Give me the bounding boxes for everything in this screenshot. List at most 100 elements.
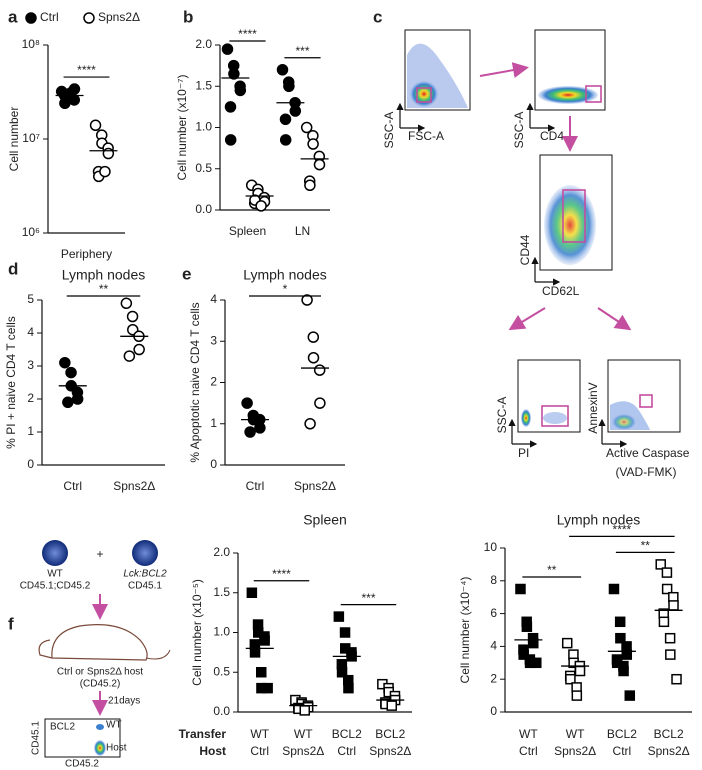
data-point xyxy=(224,134,237,146)
x-tick-label: WT xyxy=(566,727,585,741)
data-point xyxy=(99,165,111,178)
data-point xyxy=(528,637,539,649)
data-point xyxy=(59,97,71,110)
x-tick-label: Ctrl xyxy=(63,479,82,493)
data-point xyxy=(254,422,266,434)
data-point xyxy=(307,352,320,364)
chart-title: Spleen xyxy=(303,512,347,528)
data-point xyxy=(279,134,292,146)
data-point xyxy=(126,310,139,323)
y-tick-label: 10⁸ xyxy=(22,37,40,51)
data-point xyxy=(256,667,267,678)
y-tick-label: 1.5 xyxy=(195,78,212,92)
x-tick-label: WT xyxy=(250,727,269,741)
flow-plot xyxy=(44,718,121,758)
data-point xyxy=(386,700,397,711)
data-point xyxy=(262,682,273,694)
y-tick-label: 1 xyxy=(27,424,34,438)
donor-label: CD45.1;CD45.2 xyxy=(20,581,91,592)
sig-label: * xyxy=(283,282,288,296)
host-label: (CD45.2) xyxy=(80,679,121,690)
time-label: 21days xyxy=(108,696,140,707)
mouse xyxy=(38,624,148,661)
y-tick-label: 0 xyxy=(490,704,497,718)
data-point xyxy=(62,396,74,409)
y-tick-label: 0 xyxy=(27,457,34,471)
data-point xyxy=(228,68,240,80)
population-label: BCL2 xyxy=(50,722,75,733)
sig-label: ** xyxy=(641,539,651,553)
y-tick-label: 2.0 xyxy=(213,545,230,559)
data-point xyxy=(89,119,102,132)
y-tick-label: 0.0 xyxy=(195,202,212,216)
data-point xyxy=(71,393,84,405)
y-tick-label: 1.0 xyxy=(213,625,230,639)
x-tick-label: Ctrl xyxy=(246,479,265,493)
x-tick-label: Periphery xyxy=(61,247,112,261)
y-tick-label: 0.0 xyxy=(213,704,230,718)
panel-letter: a xyxy=(8,7,18,26)
flow-x-label: CD62L xyxy=(542,284,580,298)
x-tick-label: Spns2Δ xyxy=(113,479,155,493)
x-tick-label: Ctrl xyxy=(250,744,269,758)
y-axis-label: Cell number (x10⁻⁴) xyxy=(458,577,472,684)
data-point xyxy=(668,600,679,611)
data-point xyxy=(655,559,666,570)
mouse-tail xyxy=(145,649,171,660)
y-tick-label: 1.5 xyxy=(213,585,230,599)
data-point xyxy=(244,426,256,438)
data-point xyxy=(661,583,673,595)
data-point xyxy=(521,621,533,632)
x-tick-label: LN xyxy=(295,224,310,238)
y-tick-label: 0.5 xyxy=(213,664,230,678)
data-point xyxy=(615,632,626,644)
data-point xyxy=(565,673,576,685)
chart-title: Lymph nodes xyxy=(62,267,146,283)
y-axis-label: % Apoptotic naive CD4 T cells xyxy=(188,302,202,462)
flow-density xyxy=(410,81,438,107)
data-point xyxy=(224,101,237,113)
data-point xyxy=(608,583,620,595)
y-axis-label: Cell number (x10⁻⁵) xyxy=(190,579,204,686)
y-axis-label: Cell number (x10⁻⁷) xyxy=(175,74,189,180)
legend-label: Ctrl xyxy=(40,10,59,24)
flow-x-label: FSC-A xyxy=(408,129,444,143)
data-point xyxy=(289,105,302,117)
x-tick-label: Spns2Δ xyxy=(648,744,690,758)
y-tick-label: 2 xyxy=(27,391,34,405)
flow-density xyxy=(94,740,106,756)
y-tick-label: 2 xyxy=(210,375,217,389)
data-point xyxy=(234,84,247,97)
x-tick-label: Spns2Δ xyxy=(294,479,336,493)
data-point xyxy=(241,397,253,409)
y-tick-label: 10⁷ xyxy=(22,131,40,145)
flow-x-label: Active Caspase xyxy=(606,446,690,460)
gate xyxy=(639,394,653,408)
panel-letter: b xyxy=(183,7,193,26)
legend-marker xyxy=(83,12,95,24)
flow-density xyxy=(521,409,531,427)
x-tick-label: Spns2Δ xyxy=(554,744,596,758)
population-label: Host xyxy=(106,743,127,754)
data-point xyxy=(304,179,316,191)
y-tick-label: 6 xyxy=(490,606,497,620)
gate xyxy=(541,405,569,427)
data-point xyxy=(123,350,136,362)
data-point xyxy=(313,158,326,171)
data-point xyxy=(314,397,326,409)
sig-label: **** xyxy=(272,567,291,581)
legend-marker xyxy=(25,12,37,24)
y-tick-label: 0 xyxy=(210,457,217,471)
y-tick-label: 4 xyxy=(490,639,497,653)
x-tick-label: Ctrl xyxy=(337,744,356,758)
sig-label: *** xyxy=(361,591,375,605)
x-tick-label: WT xyxy=(294,727,313,741)
data-point xyxy=(133,343,145,356)
data-point xyxy=(120,297,133,310)
y-tick-label: 1 xyxy=(210,416,217,430)
row-name: Transfer xyxy=(179,727,227,741)
y-tick-label: 5 xyxy=(27,292,34,306)
data-point xyxy=(571,690,583,701)
y-tick-label: 10⁶ xyxy=(22,225,40,239)
data-point xyxy=(574,665,586,677)
